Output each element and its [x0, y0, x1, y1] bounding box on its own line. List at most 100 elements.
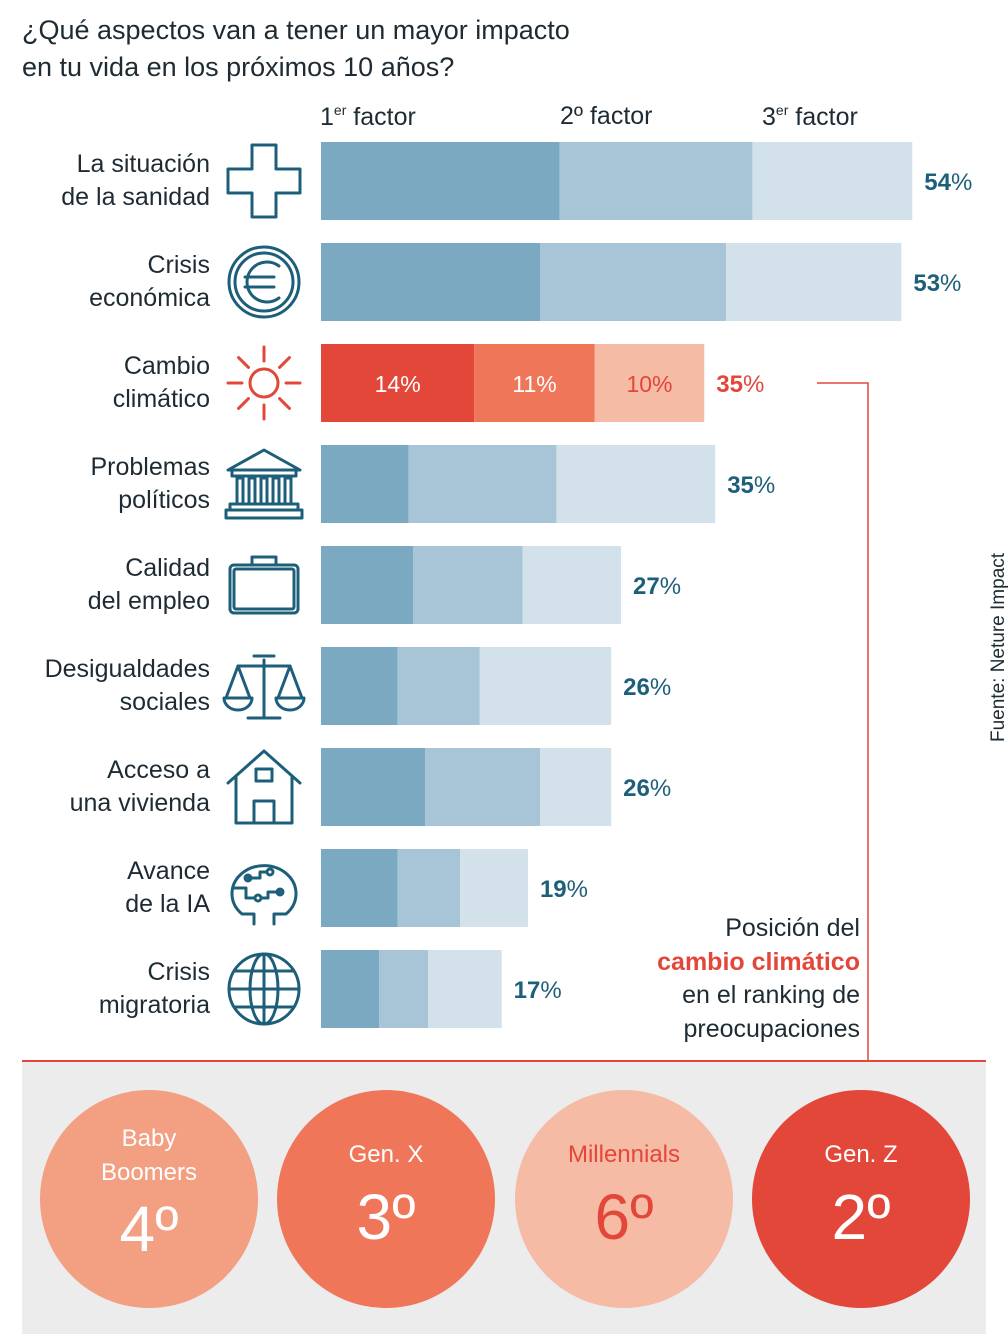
briefcase-icon-part	[250, 555, 278, 567]
government-building-icon-part	[247, 476, 257, 506]
column-header-rest: factor	[788, 103, 858, 131]
bar-total-unit: %	[754, 472, 775, 499]
euro-icon-part	[233, 251, 295, 313]
sun-icon-part	[278, 356, 291, 369]
bar-segment-factor-1	[321, 445, 409, 523]
bar-total-label: 53%	[913, 270, 961, 297]
generation-millennials: Millennials 6º	[515, 1090, 733, 1308]
generation-rank: 4º	[119, 1193, 179, 1265]
ranking-note-line-3: en el ranking de	[682, 981, 860, 1009]
bar-total-label: 17%	[514, 977, 562, 1004]
bar-row: 17% Crisis migratoria	[99, 950, 562, 1028]
column-header-main: 2º factor	[560, 102, 653, 130]
euro-icon-part	[245, 260, 281, 304]
bar-segment-factor-1	[321, 849, 398, 927]
sun-icon-part	[278, 397, 291, 410]
bar-total-value: 54	[924, 169, 951, 196]
house-icon-part	[254, 767, 274, 783]
bar-row: 35% Problemas políticos	[91, 445, 775, 523]
column-header-factor-3: 3er factor	[762, 102, 858, 132]
column-header-main: 1	[320, 103, 334, 131]
bar-segment-factor-3	[522, 546, 622, 624]
bar-total-unit: %	[567, 876, 588, 903]
bar-segment-factor-2	[379, 950, 429, 1028]
bar-segment-factor-2	[559, 142, 753, 220]
government-building-icon-part	[259, 476, 269, 506]
category-label: políticos	[118, 486, 210, 514]
bar-total-unit: %	[650, 674, 671, 701]
category-label: sociales	[120, 688, 210, 716]
bar-total-label: 27%	[633, 573, 681, 600]
stacked-bar-chart: 54% La situación de la sanidad 53% Crisis eco…	[45, 142, 972, 1060]
bar-total-value: 26	[623, 674, 650, 701]
bar-segment-factor-3	[428, 950, 502, 1028]
scales-icon-part	[274, 696, 306, 712]
title-line-2: en tu vida en los próximos 10 años?	[22, 52, 455, 82]
bar-total-unit: %	[743, 371, 764, 398]
bar-row: 19% Avance de la IA	[125, 849, 588, 927]
bar-row: 26% Acceso a una vivienda	[70, 748, 671, 826]
generation-gen-x: Gen. X 3º	[277, 1090, 495, 1308]
generation-name: Gen. X	[348, 1141, 424, 1168]
bar-total-value: 53	[913, 270, 940, 297]
column-header-sup: er	[775, 102, 789, 118]
category-label: una vivienda	[70, 789, 210, 817]
generation-name-line-2: Boomers	[100, 1159, 198, 1186]
house-icon	[226, 749, 302, 825]
bar-segment-factor-3	[540, 748, 612, 826]
column-header-factor-2: 2º factor	[560, 102, 653, 131]
scales-icon-part	[276, 664, 304, 700]
category-label: Crisis	[148, 251, 211, 279]
cross-icon	[226, 143, 302, 219]
bar-total-label: 26%	[623, 775, 671, 802]
government-building-icon-part	[235, 476, 245, 506]
bar-total-unit: %	[540, 977, 561, 1004]
bar-segment-factor-3	[479, 647, 612, 725]
bar-total-value: 26	[623, 775, 650, 802]
sun-icon-part	[248, 367, 280, 399]
category-label: de la IA	[125, 890, 210, 918]
bar-segment-label: 11%	[512, 371, 556, 397]
generation-baby-boomers: Baby Boomers 4º	[40, 1090, 258, 1308]
chart-title: ¿Qué aspectos van a tener un mayor impac…	[22, 12, 742, 86]
bar-segment-factor-3	[460, 849, 528, 927]
ranking-note: Posición del cambio climático en el rank…	[560, 912, 860, 1046]
brain-circuit-icon-part	[232, 870, 282, 900]
brain-circuit-icon-part	[230, 864, 298, 926]
generation-name-line-1: Baby	[121, 1125, 177, 1152]
category-label: Cambio	[124, 352, 210, 380]
bar-total-label: 19%	[540, 876, 588, 903]
bar-total-label: 54%	[924, 169, 972, 196]
column-header-factor-1: 1er factor	[320, 102, 416, 132]
scales-icon	[222, 654, 306, 720]
bar-row: 27% Calidad del empleo	[88, 546, 681, 624]
generation-rank: 3º	[356, 1181, 416, 1253]
bar-segment-factor-2	[474, 344, 595, 422]
bar-total-value: 27	[633, 573, 660, 600]
connector-line	[817, 382, 869, 1060]
column-header-rest: factor	[346, 103, 416, 131]
bar-total-label: 35%	[727, 472, 775, 499]
bar-segment-factor-1	[321, 647, 398, 725]
bar-segment-label: 10%	[626, 371, 672, 397]
generation-rank: 2º	[831, 1181, 891, 1253]
bar-segment-factor-3	[594, 344, 705, 422]
globe-icon-part	[232, 969, 296, 1009]
bar-segment-factor-1	[321, 243, 540, 321]
cross-icon-part	[226, 143, 302, 219]
generation-name: Millennials	[567, 1141, 681, 1168]
bar-segment-factor-1	[321, 546, 413, 624]
bar-row: 53% Crisis económica	[89, 243, 961, 321]
category-label: migratoria	[99, 991, 210, 1019]
government-building-icon-part	[226, 448, 302, 472]
bar-total-unit: %	[940, 270, 961, 297]
bar-total-unit: %	[650, 775, 671, 802]
government-building-icon-part	[283, 476, 293, 506]
bar-segment-factor-2	[397, 849, 461, 927]
generation-gen-z: Gen. Z 2º	[752, 1090, 970, 1308]
government-building-icon-part	[271, 476, 281, 506]
euro-icon-part	[227, 245, 301, 319]
category-label: Calidad	[125, 554, 210, 582]
government-building-icon	[224, 448, 304, 520]
government-building-icon-part	[224, 508, 304, 520]
